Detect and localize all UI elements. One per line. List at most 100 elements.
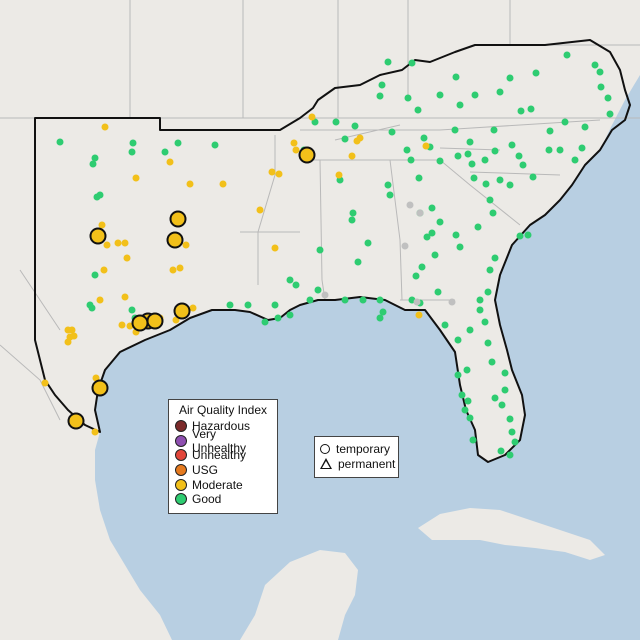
site-marker[interactable]	[515, 152, 523, 160]
site-marker[interactable]	[529, 173, 537, 181]
site-marker[interactable]	[431, 251, 439, 259]
site-marker-large[interactable]	[91, 379, 109, 397]
site-marker[interactable]	[490, 126, 498, 134]
site-marker[interactable]	[414, 106, 422, 114]
site-marker[interactable]	[441, 321, 449, 329]
site-marker[interactable]	[506, 415, 514, 423]
site-marker[interactable]	[481, 318, 489, 326]
site-marker[interactable]	[379, 308, 387, 316]
site-marker[interactable]	[413, 298, 421, 306]
site-marker[interactable]	[581, 123, 589, 131]
site-marker[interactable]	[351, 122, 359, 130]
site-marker[interactable]	[292, 146, 300, 154]
site-marker[interactable]	[100, 266, 108, 274]
site-marker[interactable]	[501, 386, 509, 394]
site-marker[interactable]	[169, 266, 177, 274]
site-marker[interactable]	[591, 61, 599, 69]
site-marker[interactable]	[96, 296, 104, 304]
site-marker[interactable]	[436, 218, 444, 226]
site-marker[interactable]	[422, 142, 430, 150]
site-marker[interactable]	[491, 254, 499, 262]
site-marker[interactable]	[118, 321, 126, 329]
site-marker[interactable]	[354, 258, 362, 266]
site-marker[interactable]	[561, 118, 569, 126]
site-marker[interactable]	[474, 223, 482, 231]
site-marker[interactable]	[476, 306, 484, 314]
site-marker[interactable]	[484, 288, 492, 296]
site-marker-large[interactable]	[169, 210, 187, 228]
site-marker[interactable]	[497, 447, 505, 455]
site-marker[interactable]	[511, 438, 519, 446]
site-marker[interactable]	[506, 74, 514, 82]
site-marker[interactable]	[41, 379, 49, 387]
site-marker[interactable]	[68, 326, 76, 334]
site-marker[interactable]	[508, 141, 516, 149]
site-marker[interactable]	[484, 339, 492, 347]
site-marker[interactable]	[470, 174, 478, 182]
site-marker[interactable]	[316, 246, 324, 254]
site-marker[interactable]	[384, 58, 392, 66]
site-marker[interactable]	[516, 232, 524, 240]
site-marker[interactable]	[451, 126, 459, 134]
site-marker[interactable]	[452, 231, 460, 239]
site-marker-large[interactable]	[298, 146, 316, 164]
site-marker[interactable]	[456, 243, 464, 251]
site-marker[interactable]	[93, 193, 101, 201]
site-marker[interactable]	[341, 296, 349, 304]
monitor-sites[interactable]	[41, 51, 614, 459]
site-marker[interactable]	[161, 148, 169, 156]
site-marker[interactable]	[121, 239, 129, 247]
site-marker[interactable]	[545, 146, 553, 154]
site-marker[interactable]	[103, 241, 111, 249]
site-marker[interactable]	[91, 271, 99, 279]
site-marker[interactable]	[408, 59, 416, 67]
site-marker[interactable]	[292, 281, 300, 289]
site-marker[interactable]	[128, 306, 136, 314]
site-marker[interactable]	[469, 436, 477, 444]
site-marker[interactable]	[271, 301, 279, 309]
site-marker[interactable]	[226, 301, 234, 309]
site-marker[interactable]	[182, 241, 190, 249]
site-marker[interactable]	[412, 272, 420, 280]
site-marker[interactable]	[415, 311, 423, 319]
site-marker[interactable]	[606, 110, 614, 118]
site-marker[interactable]	[261, 318, 269, 326]
site-marker[interactable]	[436, 157, 444, 165]
site-marker[interactable]	[508, 428, 516, 436]
site-marker[interactable]	[491, 147, 499, 155]
site-marker[interactable]	[563, 51, 571, 59]
site-marker[interactable]	[356, 134, 364, 142]
site-marker[interactable]	[404, 94, 412, 102]
site-marker[interactable]	[496, 88, 504, 96]
site-marker[interactable]	[466, 326, 474, 334]
site-marker-large[interactable]	[146, 312, 164, 330]
site-marker[interactable]	[418, 263, 426, 271]
site-marker[interactable]	[571, 156, 579, 164]
site-marker[interactable]	[471, 91, 479, 99]
site-marker[interactable]	[348, 216, 356, 224]
site-marker[interactable]	[468, 160, 476, 168]
site-marker[interactable]	[335, 171, 343, 179]
site-marker[interactable]	[506, 451, 514, 459]
site-marker[interactable]	[56, 138, 64, 146]
site-marker[interactable]	[186, 180, 194, 188]
site-marker[interactable]	[452, 73, 460, 81]
site-marker[interactable]	[466, 414, 474, 422]
site-marker[interactable]	[556, 146, 564, 154]
site-marker[interactable]	[290, 139, 298, 147]
site-marker[interactable]	[488, 358, 496, 366]
site-marker[interactable]	[348, 152, 356, 160]
site-marker-large[interactable]	[173, 302, 191, 320]
site-marker-large[interactable]	[166, 231, 184, 249]
site-marker[interactable]	[458, 391, 466, 399]
site-marker[interactable]	[274, 314, 282, 322]
site-marker[interactable]	[597, 83, 605, 91]
site-marker[interactable]	[364, 239, 372, 247]
site-marker[interactable]	[604, 94, 612, 102]
site-marker[interactable]	[341, 135, 349, 143]
site-marker[interactable]	[268, 168, 276, 176]
site-marker[interactable]	[401, 242, 409, 250]
site-marker[interactable]	[332, 118, 340, 126]
site-marker[interactable]	[378, 81, 386, 89]
